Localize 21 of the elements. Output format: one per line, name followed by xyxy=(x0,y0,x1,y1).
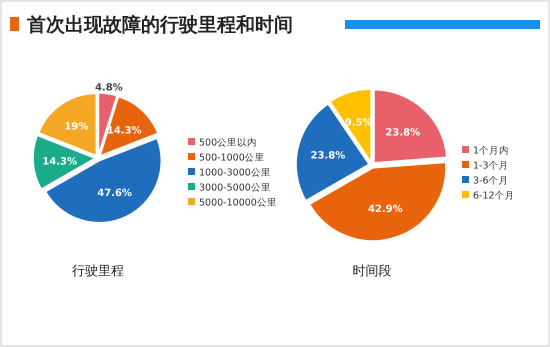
legend-label: 1个月内 xyxy=(473,144,510,156)
legend-label: 1-3个月 xyxy=(473,159,509,172)
legend-label: 6-12个月 xyxy=(473,189,515,202)
data-label: 4.8% xyxy=(94,82,123,94)
data-label: 14.3% xyxy=(42,156,78,168)
text: 行驶里程 xyxy=(72,264,124,279)
pie-slice xyxy=(99,96,159,157)
data-label: 42.9% xyxy=(368,204,403,215)
data-label: 14.3% xyxy=(106,125,142,136)
data-label: 19% xyxy=(64,122,88,133)
text: 时间段 xyxy=(352,264,392,279)
legend-label: 3-6个月 xyxy=(473,174,509,186)
data-label: 23.8% xyxy=(310,150,346,162)
legend-label: 5000-10000公里 xyxy=(199,196,277,208)
legend-label: 3000-5000公里 xyxy=(199,181,271,194)
data-label: 47.6% xyxy=(97,188,132,200)
data-label: 23.8% xyxy=(385,127,420,138)
legend-label: 500-1000公里 xyxy=(199,151,265,164)
legend-label: 500公里以内 xyxy=(199,136,258,148)
chart-title: 首次出现故障的行驶里程和时间 xyxy=(26,14,293,36)
legend-label: 1000-3000公里 xyxy=(199,166,271,178)
